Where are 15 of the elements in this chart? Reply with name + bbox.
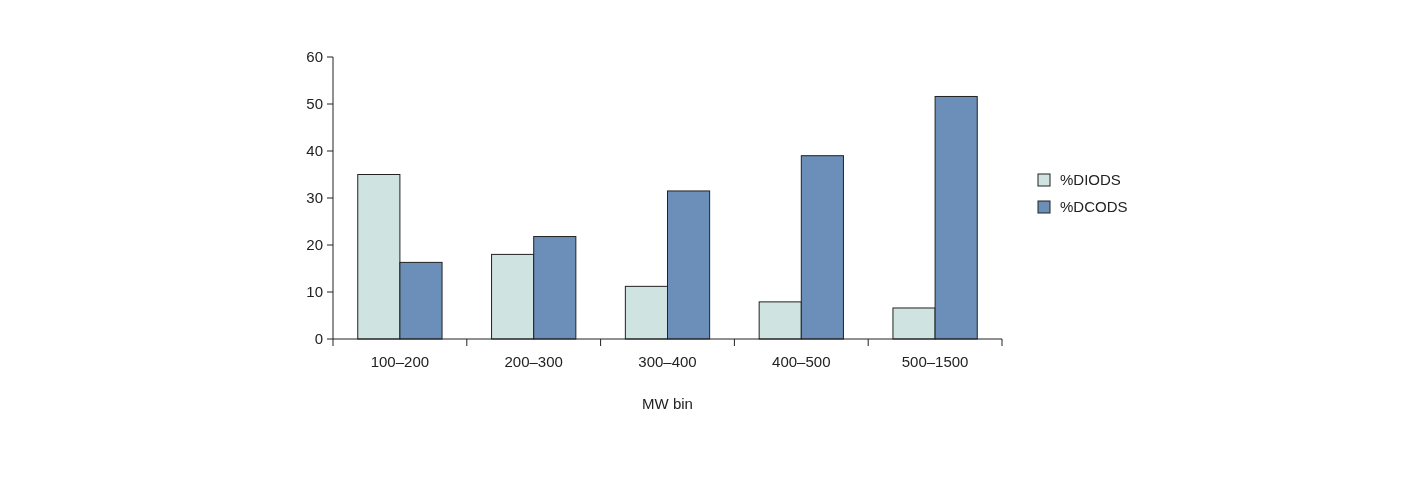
y-tick-label: 40 [306, 142, 323, 160]
x-axis-title: MW bin [642, 395, 693, 412]
legend-label: %DIODS [1060, 171, 1121, 189]
x-tick-label: 100–200 [370, 353, 430, 370]
x-tick-label: 400–500 [772, 353, 831, 370]
y-tick-label: 10 [306, 283, 323, 301]
y-tick-label: 50 [306, 95, 323, 113]
y-tick-label: 20 [306, 236, 323, 254]
legend-label: %DCODS [1060, 198, 1128, 216]
y-tick-label: 30 [306, 189, 323, 207]
y-tick-label: 60 [306, 48, 323, 66]
y-tick-label: 0 [314, 330, 323, 348]
x-tick-label: 500–1500 [901, 353, 969, 370]
x-tick-label: 300–400 [638, 353, 697, 370]
x-tick-label: 200–300 [504, 353, 563, 370]
